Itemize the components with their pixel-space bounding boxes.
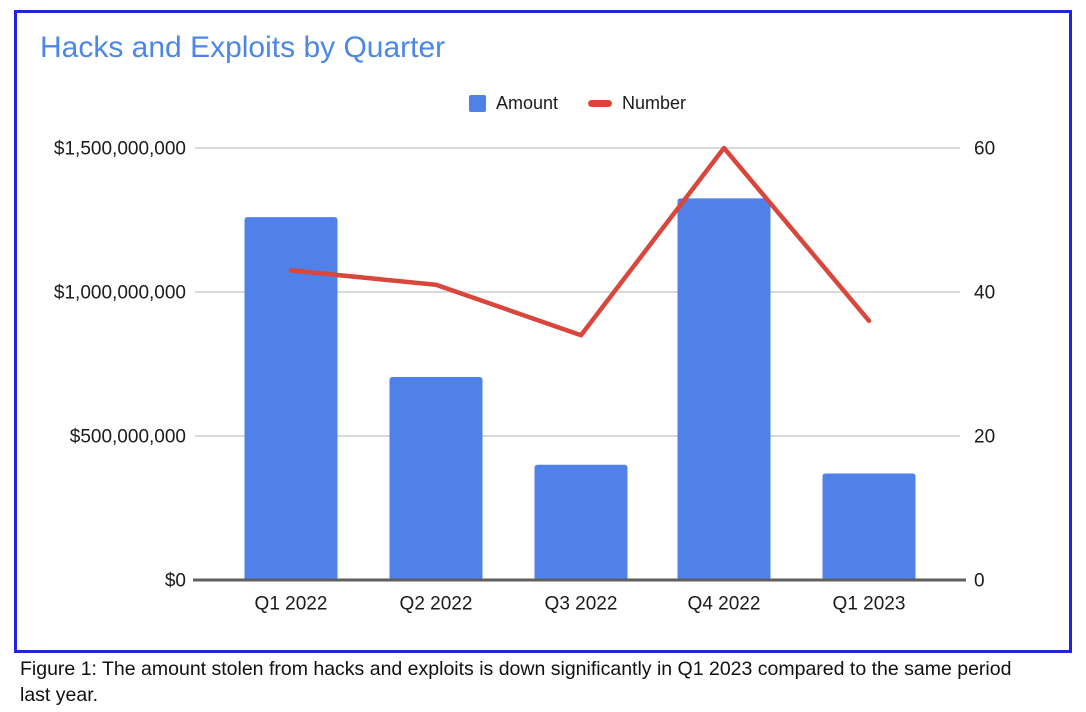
number-line-series — [288, 145, 872, 338]
right-axis-tick-label: 20 — [974, 427, 995, 448]
chart-legend: Amount Number — [195, 93, 960, 114]
legend-label-amount: Amount — [495, 93, 558, 113]
bar-q2-2022 — [389, 376, 483, 580]
bar-q1-2023 — [822, 473, 916, 580]
number-swatch-icon — [588, 100, 612, 107]
chart-title: Hacks and Exploits by Quarter — [40, 31, 446, 64]
legend-item-number: Number — [588, 93, 686, 114]
legend-item-amount: Amount — [468, 93, 558, 114]
x-axis-category-label: Q2 2022 — [400, 594, 473, 615]
left-axis-tick-label: $1,500,000,000 — [54, 139, 186, 160]
bar-q4-2022 — [677, 198, 771, 580]
x-axis-category-label: Q1 2022 — [255, 594, 328, 615]
left-axis-tick-label: $1,000,000,000 — [54, 283, 186, 304]
right-axis-tick-label: 60 — [974, 139, 995, 160]
left-axis-tick-label: $500,000,000 — [70, 427, 186, 448]
x-axis-category-label: Q4 2022 — [688, 594, 761, 615]
x-axis-category-label: Q3 2022 — [545, 594, 618, 615]
x-axis-category-label: Q1 2023 — [833, 594, 906, 615]
legend-label-number: Number — [622, 93, 687, 113]
right-axis-tick-label: 40 — [974, 283, 995, 304]
left-axis-tick-label: $0 — [165, 571, 186, 592]
figure-caption: Figure 1: The amount stolen from hacks a… — [20, 658, 1012, 706]
bar-q3-2022 — [534, 464, 628, 580]
right-axis-tick-label: 0 — [974, 571, 985, 592]
amount-swatch-icon — [468, 95, 486, 112]
bar-q1-2022 — [244, 217, 338, 580]
chart-svg: $0 $500,000,000 $1,000,000,000 $1,500,000,0… — [54, 139, 995, 615]
